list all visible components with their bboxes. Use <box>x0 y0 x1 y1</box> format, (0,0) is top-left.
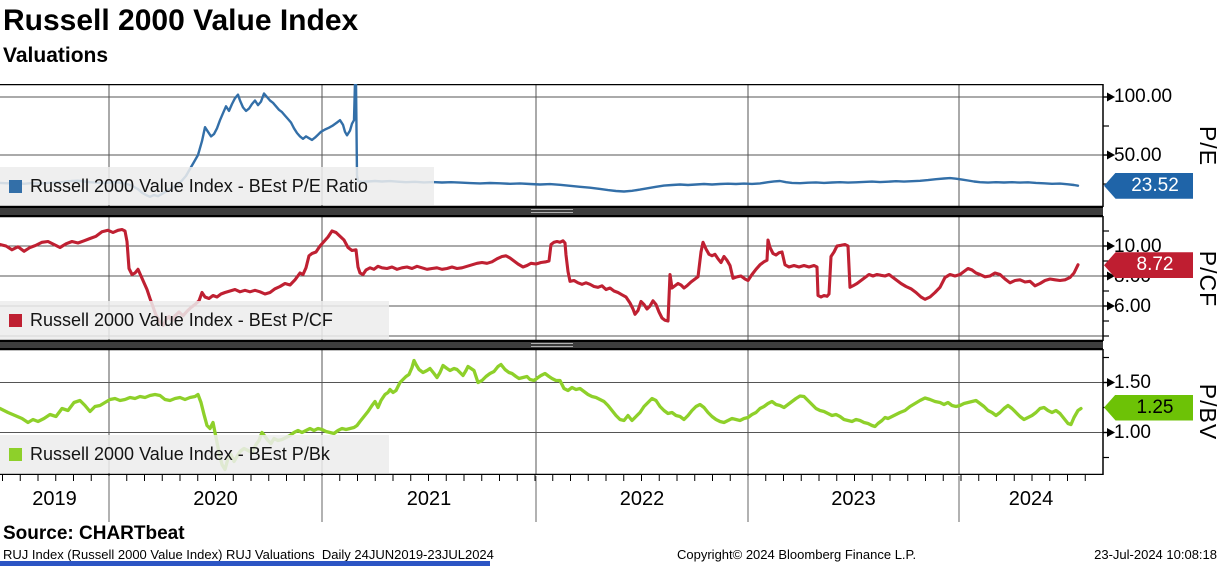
legend-pbv[interactable]: Russell 2000 Value Index - BEst P/Bk <box>0 435 389 473</box>
y-tick-arrow-icon <box>1107 428 1115 437</box>
y-tick-label: 50.00 <box>1114 144 1162 166</box>
y-tick-arrow-icon <box>1107 271 1115 281</box>
panel-separator-handle[interactable] <box>0 341 1103 349</box>
y-tick-label: 100.00 <box>1114 86 1173 108</box>
separator-grip-icon <box>530 343 573 347</box>
y-tick-arrow-icon <box>1107 301 1115 311</box>
y-axis-unit-label-pbv: P/BV <box>1195 383 1221 441</box>
last-value-tag-pe: 23.52 <box>1104 172 1193 199</box>
legend-swatch-icon <box>9 313 22 327</box>
page-subtitle: Valuations <box>3 44 109 67</box>
x-axis-year-label: 2024 <box>1008 488 1054 510</box>
y-tick-arrow-icon <box>1107 150 1115 160</box>
y-axis-unit-label-pcf: P/CF <box>1195 250 1221 307</box>
legend-pe[interactable]: Russell 2000 Value Index - BEst P/E Rati… <box>0 167 434 205</box>
y-tick-arrow-icon <box>1107 378 1115 387</box>
x-axis-year-label: 2022 <box>619 488 665 510</box>
panel-separator-handle[interactable] <box>0 207 1103 216</box>
taskbar-strip <box>0 561 490 566</box>
legend-label: Russell 2000 Value Index - BEst P/E Rati… <box>30 175 368 196</box>
x-axis-year-label: 2020 <box>193 488 238 510</box>
y-tick-label: 6.00 <box>1114 295 1151 317</box>
y-tick-label: 1.50 <box>1114 372 1151 393</box>
legend-swatch-icon <box>9 447 22 461</box>
last-value-tag-pcf: 8.72 <box>1104 252 1193 279</box>
legend-swatch-icon <box>9 179 22 193</box>
y-tick-arrow-icon <box>1107 241 1115 251</box>
source-label: Source: CHARTbeat <box>3 523 185 544</box>
last-value-tag-pbv: 1.25 <box>1104 394 1193 421</box>
y-tick-arrow-icon <box>1107 92 1115 102</box>
separator-grip-icon <box>530 209 573 213</box>
legend-label: Russell 2000 Value Index - BEst P/Bk <box>30 443 330 464</box>
x-axis <box>2 475 1086 522</box>
legend-label: Russell 2000 Value Index - BEst P/CF <box>30 309 333 330</box>
y-tick-label: 1.00 <box>1114 422 1151 443</box>
x-axis-year-label: 2019 <box>32 488 77 510</box>
copyright-text: Copyright© 2024 Bloomberg Finance L.P. <box>677 547 917 562</box>
page-title: Russell 2000 Value Index <box>3 4 359 37</box>
legend-pcf[interactable]: Russell 2000 Value Index - BEst P/CF <box>0 301 389 339</box>
timestamp-text: 23-Jul-2024 10:08:18 <box>1094 547 1217 562</box>
y-tick-label: 10.00 <box>1114 235 1162 257</box>
x-axis-year-label: 2023 <box>831 488 876 510</box>
x-axis-year-label: 2021 <box>406 488 452 510</box>
chart-meta-text: RUJ Index (Russell 2000 Value Index) RUJ… <box>3 547 494 562</box>
y-axis-unit-label-pe: P/E <box>1195 125 1221 166</box>
